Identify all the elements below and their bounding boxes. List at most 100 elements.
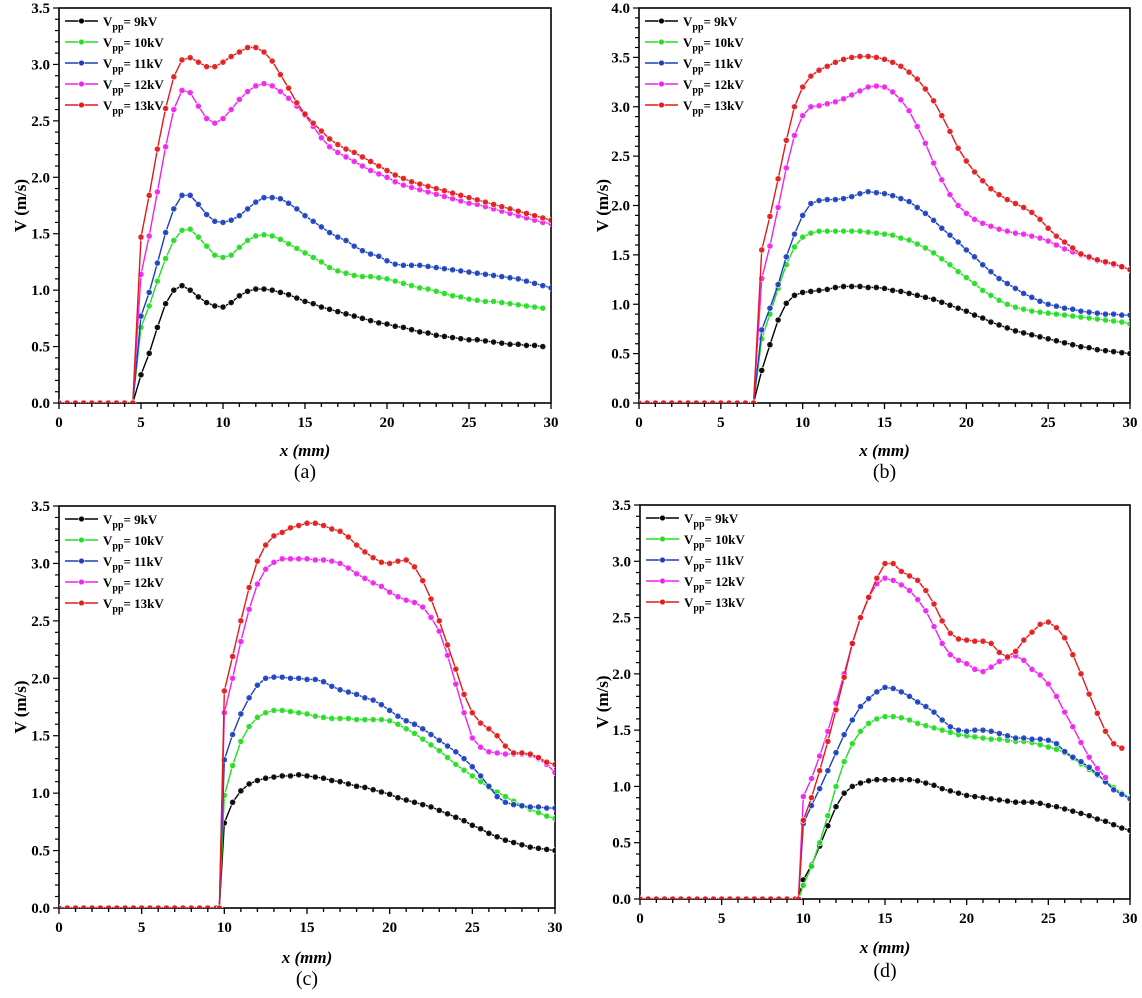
series-line (640, 778, 1130, 899)
series-vpp13kv (640, 560, 1126, 899)
data-point (897, 195, 905, 202)
data-point (424, 263, 432, 270)
data-point (906, 776, 913, 784)
data-point (782, 164, 790, 172)
legend-label: Vpp= 9kV (684, 511, 739, 530)
data-point (1069, 244, 1077, 252)
data-point (468, 734, 476, 742)
data-point (377, 583, 385, 590)
data-point (326, 143, 333, 151)
data-point (367, 158, 374, 165)
data-point (848, 193, 856, 201)
data-point (1028, 798, 1036, 806)
data-point (506, 340, 514, 348)
data-point (336, 560, 344, 567)
data-point (194, 58, 202, 66)
data-point (490, 298, 497, 305)
data-point (424, 285, 432, 293)
data-point (186, 286, 194, 294)
data-point (526, 750, 534, 758)
legend-marker (78, 38, 85, 46)
data-point (367, 250, 374, 258)
data-point (930, 724, 938, 732)
data-point (987, 268, 995, 276)
data-point (460, 690, 468, 698)
data-point (889, 685, 897, 692)
data-point (791, 230, 798, 238)
data-point (963, 636, 971, 644)
data-point (145, 191, 153, 199)
data-point (889, 88, 897, 96)
data-point (995, 796, 1003, 804)
data-point (427, 741, 435, 749)
y-tick-label: 2.0 (611, 199, 630, 215)
data-point (219, 303, 227, 311)
data-point (823, 227, 831, 235)
data-point (219, 115, 227, 122)
data-point (954, 268, 962, 276)
data-point (1003, 196, 1011, 203)
y-tick-label: 2.5 (31, 614, 50, 630)
data-point (435, 617, 443, 625)
data-point (402, 717, 410, 725)
data-point (285, 291, 292, 299)
data-point (285, 199, 292, 207)
data-point (383, 320, 391, 328)
data-point (465, 295, 473, 303)
data-point (840, 227, 847, 235)
data-point (938, 785, 946, 793)
y-tick-label: 3.5 (612, 498, 631, 514)
x-tick-label: 30 (1123, 911, 1138, 927)
legend-marker (78, 80, 85, 88)
data-point (1053, 624, 1060, 632)
data-point (88, 904, 96, 908)
data-point (807, 229, 815, 237)
data-point (531, 212, 538, 220)
data-point (162, 229, 169, 236)
data-point (816, 785, 824, 793)
data-point (1012, 200, 1019, 207)
data-point (1069, 753, 1077, 761)
data-point (320, 522, 327, 529)
data-point (848, 91, 856, 99)
y-tick-label: 2.5 (31, 114, 50, 130)
x-tick-label: 0 (55, 415, 63, 431)
series-vpp13kv (59, 519, 555, 908)
data-point (523, 342, 530, 349)
y-tick-label: 2.5 (612, 611, 631, 627)
data-point (1020, 636, 1028, 644)
data-point (995, 296, 1003, 304)
data-point (799, 233, 807, 241)
data-point (358, 162, 366, 170)
series-line (59, 558, 555, 908)
x-tick-label: 5 (137, 415, 145, 431)
data-point (938, 176, 946, 184)
data-point (987, 640, 995, 647)
data-point (889, 577, 897, 584)
data-point (946, 261, 954, 269)
data-point (799, 793, 807, 800)
data-point (383, 257, 391, 265)
data-point (211, 63, 219, 71)
data-point (1012, 285, 1019, 292)
x-tick-label: 5 (717, 415, 725, 431)
data-point (783, 895, 791, 899)
data-point (547, 284, 551, 292)
data-point (203, 63, 210, 71)
data-point (121, 399, 128, 403)
data-point (1052, 241, 1060, 249)
data-point (865, 719, 873, 727)
data-point (309, 119, 317, 127)
data-point (807, 200, 815, 207)
data-point (881, 230, 888, 238)
data-point (481, 337, 489, 345)
series-vpp9kv (639, 283, 1130, 403)
data-point (1061, 339, 1068, 347)
data-point (865, 593, 873, 601)
data-point (856, 87, 864, 95)
data-point (930, 623, 938, 630)
data-point (815, 66, 823, 74)
data-point (1036, 620, 1044, 628)
data-point (1044, 300, 1052, 308)
data-point (490, 272, 497, 279)
